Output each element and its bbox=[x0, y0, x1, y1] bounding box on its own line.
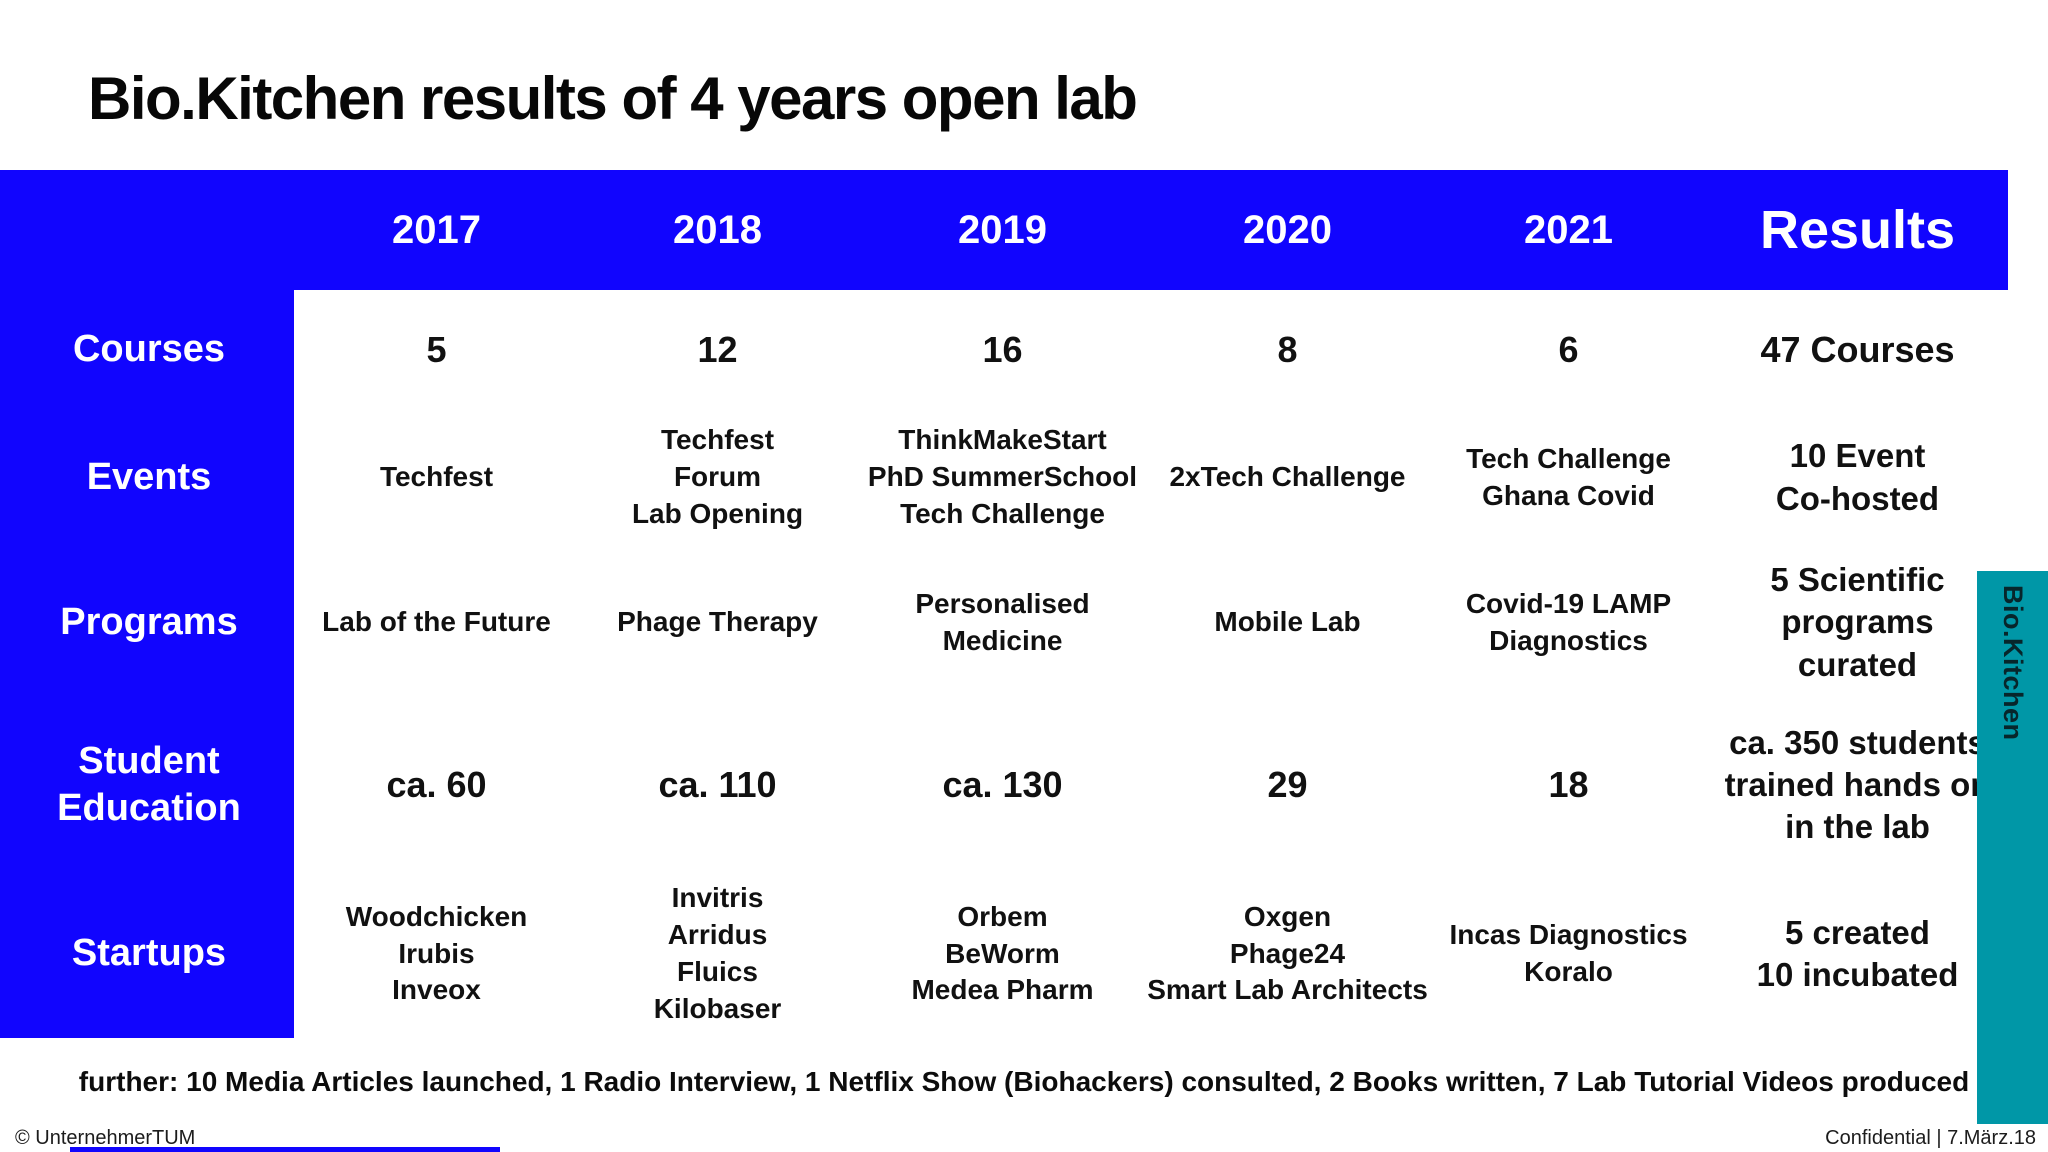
cell-courses-2021: 6 bbox=[1558, 329, 1579, 370]
cell-courses-2019: 16 bbox=[982, 329, 1023, 370]
cell-student-education-2020: 29 bbox=[1267, 764, 1308, 805]
header-band bbox=[0, 170, 2008, 290]
result-courses: 47 Courses bbox=[1760, 328, 1955, 370]
further-note: further: 10 Media Articles launched, 1 R… bbox=[78, 1066, 1970, 1097]
column-header-2021: 2021 bbox=[1524, 207, 1613, 252]
cell-startups-2018: Invitris Arridus Fluics Kilobaser bbox=[653, 882, 782, 1024]
cell-student-education-2018: ca. 110 bbox=[658, 764, 777, 805]
cell-events-2018: Techfest Forum Lab Opening bbox=[631, 424, 804, 529]
cell-programs-2018: Phage Therapy bbox=[617, 606, 818, 638]
cell-events-2019: ThinkMakeStart PhD SummerSchool Tech Cha… bbox=[867, 424, 1138, 529]
cell-student-education-2019: ca. 130 bbox=[942, 764, 1063, 805]
cell-startups-2020: Oxgen Phage24 Smart Lab Architects bbox=[1147, 900, 1428, 1006]
cell-programs-2021: Covid-19 LAMP Diagnostics bbox=[1465, 587, 1672, 656]
row-label-startups: Startups bbox=[71, 932, 227, 975]
cell-courses-2018: 12 bbox=[697, 329, 738, 370]
cell-courses-2017: 5 bbox=[426, 329, 447, 370]
cell-student-education-2021: 18 bbox=[1548, 764, 1589, 805]
cell-events-2017: Techfest bbox=[379, 461, 494, 493]
cell-programs-2017: Lab of the Future bbox=[322, 606, 551, 638]
page-title: Bio.Kitchen results of 4 years open lab bbox=[88, 65, 1138, 132]
cell-courses-2020: 8 bbox=[1277, 329, 1298, 370]
result-student-education: ca. 350 students trained hands on in the… bbox=[1724, 723, 1991, 846]
result-startups: 5 created 10 incubated bbox=[1756, 913, 1959, 993]
cell-events-2020: 2xTech Challenge bbox=[1169, 461, 1406, 493]
sidebar-panel bbox=[0, 290, 294, 1038]
cell-startups-2017: Woodchicken Irubis Inveox bbox=[345, 900, 528, 1006]
column-header-2020: 2020 bbox=[1243, 207, 1332, 252]
column-header-2019: 2019 bbox=[958, 207, 1047, 252]
cell-programs-2020: Mobile Lab bbox=[1214, 606, 1361, 638]
column-header-results: Results bbox=[1759, 200, 1956, 260]
cell-student-education-2017: ca. 60 bbox=[386, 764, 487, 805]
table-corner bbox=[0, 170, 298, 290]
row-label-events: Events bbox=[86, 455, 212, 498]
row-label-programs: Programs bbox=[60, 600, 238, 643]
bottom-accent-strip bbox=[70, 1147, 500, 1152]
column-header-2017: 2017 bbox=[392, 207, 481, 252]
cell-startups-2021: Incas Diagnostics Koralo bbox=[1449, 919, 1688, 987]
column-header-2018: 2018 bbox=[673, 207, 762, 252]
bio-kitchen-side-tab: Bio.Kitchen bbox=[1977, 571, 2048, 1124]
cell-startups-2019: Orbem BeWorm Medea Pharm bbox=[911, 900, 1094, 1006]
row-label-courses: Courses bbox=[72, 328, 226, 371]
confidential-date-text: Confidential | 7.März.18 bbox=[1825, 1127, 2036, 1149]
result-events: 10 Event Co-hosted bbox=[1775, 437, 1940, 517]
bio-kitchen-side-tab-label: Bio.Kitchen bbox=[1998, 585, 2028, 741]
copyright-text: © UnternehmerTUM bbox=[15, 1127, 196, 1149]
cell-programs-2019: Personalised Medicine bbox=[915, 587, 1090, 656]
result-programs: 5 Scientific programs curated bbox=[1770, 561, 1945, 683]
cell-events-2021: Tech Challenge Ghana Covid bbox=[1466, 442, 1671, 511]
row-label-student-education: Student Education bbox=[57, 739, 241, 830]
results-table: 2017 2018 2019 2020 2021 Results Courses… bbox=[0, 170, 2008, 1038]
